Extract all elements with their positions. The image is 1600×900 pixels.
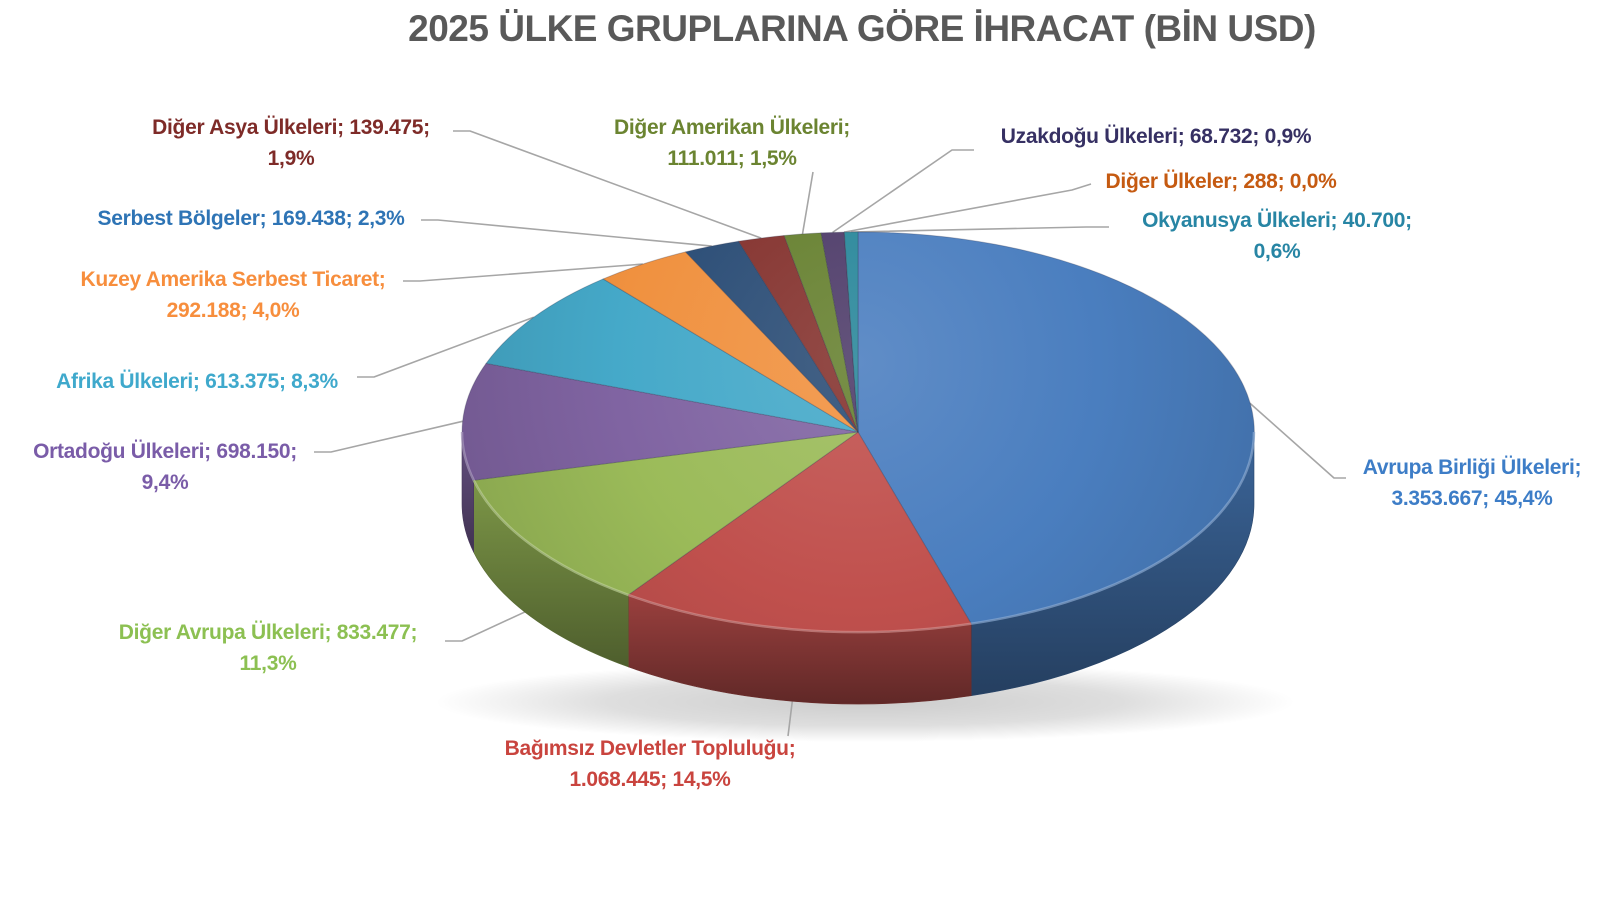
- leader-line-avrupa-birligi-ulkeleri: [1249, 402, 1346, 479]
- leader-line-diger-asya-ulkeleri: [453, 130, 762, 239]
- leader-line-diger-avrupa-ulkeleri: [445, 608, 531, 642]
- pie-slice-okyanusya-ulkeleri: [843, 231, 859, 433]
- leader-line-serbest-bolgeler: [421, 219, 712, 247]
- leader-line-kuzey-amerika-serbest-ticaret: [403, 263, 643, 282]
- pie-slice-serbest-bolgeler: [685, 240, 859, 433]
- pie-slice-uzakdogu-ulkeleri: [820, 231, 859, 433]
- pie-slice-bevel-ortadogu-ulkeleri: [460, 431, 475, 481]
- pie-slice-bevel-bagimsiz-devletler-toplulugu: [627, 593, 972, 634]
- leader-line-diger-amerikan-ulkeleri: [801, 171, 814, 235]
- pie-slice-kuzey-amerika-serbest-ticaret: [602, 251, 859, 433]
- pie-slice-bevel-avrupa-birligi-ulkeleri: [971, 431, 1256, 625]
- pie-slice-diger-amerikan-ulkeleri: [783, 232, 859, 433]
- leader-line-uzakdogu-ulkeleri: [832, 149, 974, 234]
- pie-slice-diger-asya-ulkeleri: [738, 235, 859, 433]
- leader-line-ortadogu-ulkeleri: [314, 420, 463, 453]
- leader-line-okyanusya-ulkeleri: [851, 226, 1109, 233]
- chart-title: 2025 ÜLKE GRUPLARINA GÖRE İHRACAT (BİN U…: [408, 8, 1316, 49]
- leader-line-afrika-ulkeleri: [357, 316, 534, 378]
- leader-line-diger-ulkeler: [844, 183, 1092, 233]
- pie-slice-bevel-diger-avrupa-ulkeleri: [472, 479, 629, 597]
- pie-slice-afrika-ulkeleri: [485, 278, 859, 433]
